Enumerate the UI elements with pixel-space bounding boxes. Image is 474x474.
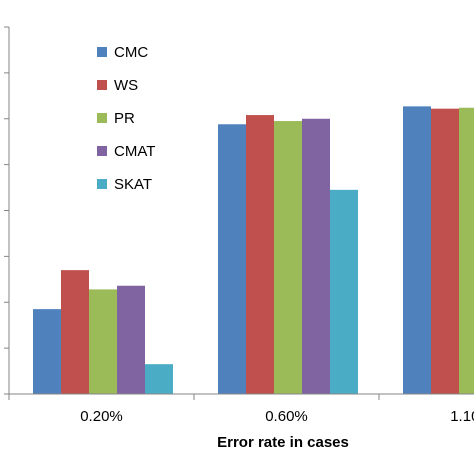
legend-swatch-pr <box>97 113 107 123</box>
bar-cmc-1 <box>218 124 246 394</box>
bar-ws-2 <box>431 108 459 394</box>
legend-swatch-skat <box>97 179 107 189</box>
bar-cmc-2 <box>403 106 431 395</box>
bar-skat-0 <box>145 364 173 394</box>
legend-swatch-cmat <box>97 146 107 156</box>
bar-cmc-0 <box>33 309 61 394</box>
bar-ws-0 <box>61 270 89 394</box>
legend-swatch-ws <box>97 80 107 90</box>
bar-ws-1 <box>246 115 274 394</box>
bars-group <box>33 106 474 395</box>
bar-cmat-1 <box>302 118 330 394</box>
x-tick-labels: 0.20% 0.60% 1.10% <box>80 408 474 425</box>
legend-label-skat: SKAT <box>114 176 152 193</box>
bar-skat-1 <box>330 189 358 394</box>
bar-cmat-0 <box>117 285 145 394</box>
legend-swatch-cmc <box>97 47 107 57</box>
bar-pr-2 <box>459 107 474 395</box>
bar-pr-1 <box>274 121 302 394</box>
y-tick-marks <box>4 26 9 395</box>
x-tick-label: 1.10% <box>450 408 474 425</box>
legend-label-cmc: CMC <box>114 44 148 61</box>
x-tick-marks <box>8 394 380 400</box>
x-tick-label: 0.60% <box>265 408 308 425</box>
legend-label-ws: WS <box>114 77 138 94</box>
x-axis-title: Error rate in cases <box>217 434 349 451</box>
x-tick-label: 0.20% <box>80 408 123 425</box>
legend-label-cmat: CMAT <box>114 143 155 160</box>
legend: CMC WS PR CMAT SKAT <box>97 44 155 193</box>
bar-pr-0 <box>89 289 117 394</box>
legend-label-pr: PR <box>114 110 135 127</box>
